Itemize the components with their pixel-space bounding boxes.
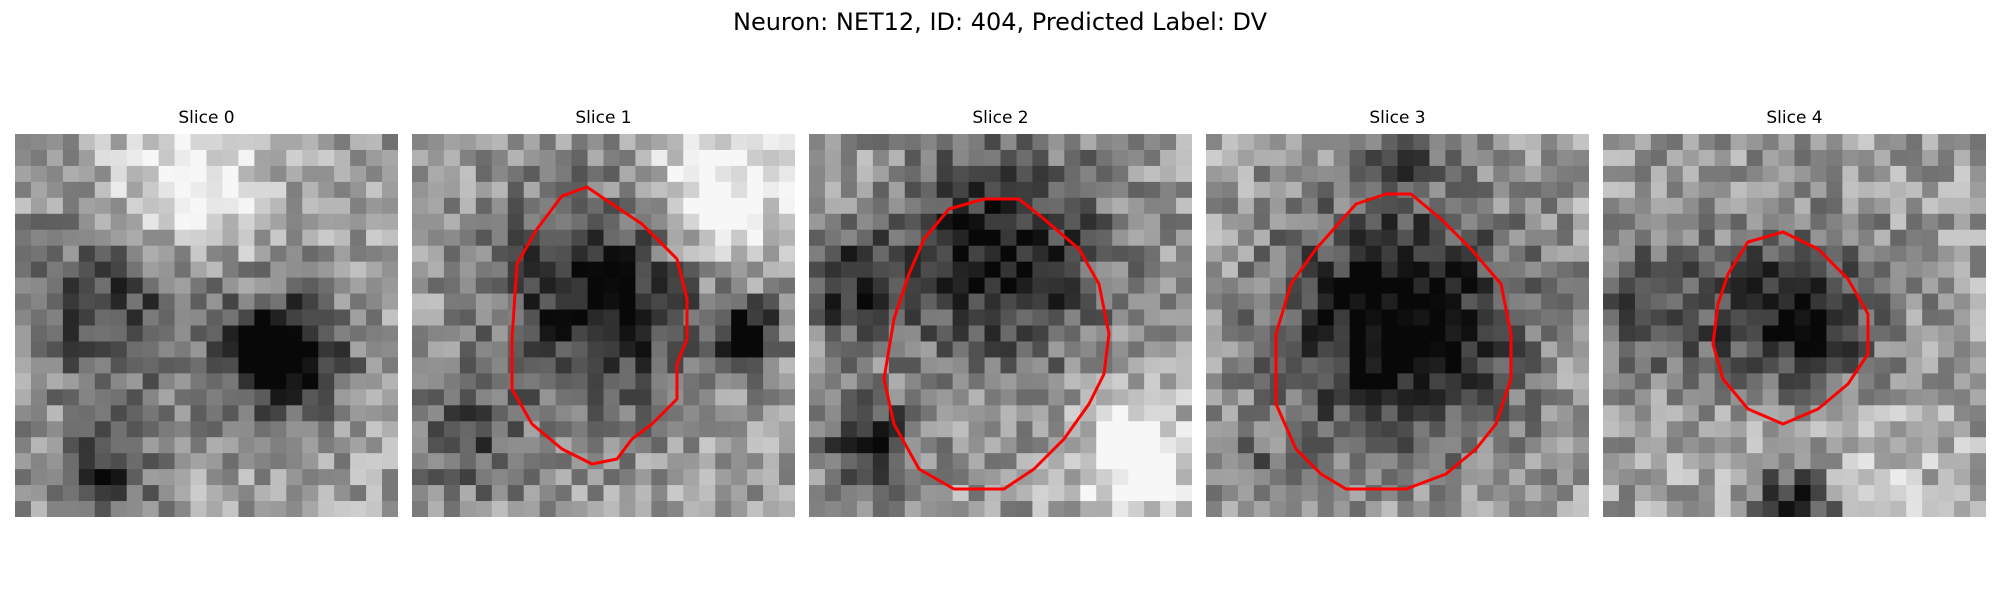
figure-title: Neuron: NET12, ID: 404, Predicted Label:… (732, 8, 1268, 36)
slice-image (809, 134, 1192, 517)
pixel-texture (412, 134, 795, 517)
slice-image (15, 134, 398, 517)
slice-title: Slice 2 (972, 108, 1029, 128)
segmentation-contour (1274, 192, 1513, 491)
pixel-texture (15, 134, 398, 517)
slice-panel-4: Slice 4 (1603, 106, 1986, 517)
pixel-texture (1603, 134, 1986, 517)
slice-panel-3: Slice 3 (1206, 106, 1589, 517)
slice-title: Slice 1 (575, 108, 632, 128)
slice-panel-0: Slice 0 (15, 106, 398, 517)
slice-image (1206, 134, 1589, 517)
pixel-texture (1206, 134, 1589, 517)
slice-image (412, 134, 795, 517)
slice-title: Slice 0 (178, 108, 235, 128)
slice-panel-1: Slice 1 (412, 106, 795, 517)
slice-panel-2: Slice 2 (809, 106, 1192, 517)
slice-image (1603, 134, 1986, 517)
pixel-texture (809, 134, 1192, 517)
slice-title: Slice 4 (1766, 108, 1823, 128)
segmentation-contour (1711, 230, 1870, 426)
segmentation-contour (882, 197, 1111, 491)
segmentation-contour (510, 185, 689, 466)
slice-title: Slice 3 (1369, 108, 1426, 128)
